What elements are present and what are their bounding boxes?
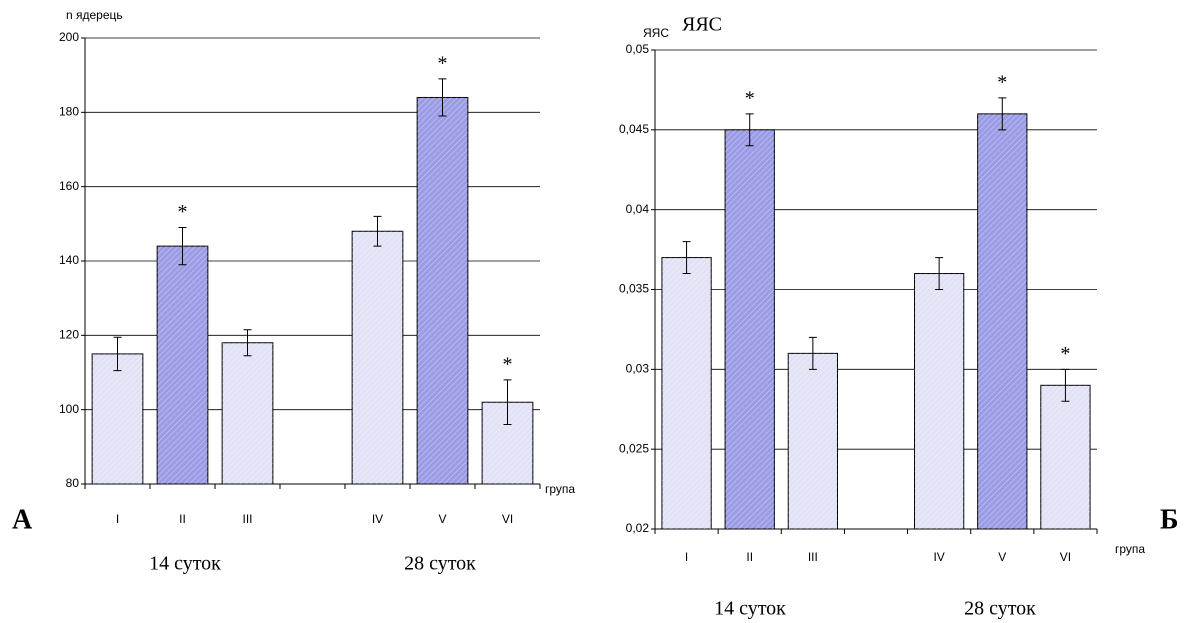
error-bar <box>373 215 382 247</box>
group-label: 14 суток <box>714 598 786 620</box>
panel-label: А <box>12 504 33 535</box>
error-bar <box>1061 368 1070 402</box>
significance-marker: * <box>997 71 1007 93</box>
y-tick-label: 0,025 <box>619 441 649 455</box>
y-tick-label: 100 <box>59 402 79 416</box>
x-tick-label: I <box>685 550 688 564</box>
bar-hatch <box>417 97 468 484</box>
y-tick-label: 0,035 <box>619 282 649 296</box>
y-tick-label: 140 <box>59 253 79 267</box>
bar-hatch <box>222 342 273 484</box>
y-tick-label: 80 <box>66 476 80 490</box>
error-bar <box>113 336 122 372</box>
x-tick-label: II <box>179 512 186 526</box>
x-axis-label: група <box>545 482 575 496</box>
error-bar <box>503 379 512 426</box>
x-tick-label: III <box>808 550 818 564</box>
error-bar <box>178 227 187 266</box>
significance-marker: * <box>1060 343 1070 365</box>
y-tick-label: 180 <box>59 105 79 119</box>
bar-hatch <box>352 231 403 484</box>
bar-hatch <box>1040 385 1091 529</box>
y-tick-label: 200 <box>59 30 79 44</box>
y-tick-label: 0,045 <box>619 122 649 136</box>
error-bar <box>935 257 944 290</box>
group-label: 28 суток <box>964 598 1036 620</box>
y-tick-label: 0,03 <box>626 362 650 376</box>
bar-hatch <box>92 353 143 484</box>
x-tick-label: I <box>116 512 119 526</box>
panel-label: Б <box>1160 504 1179 535</box>
y-tick-label: 160 <box>59 179 79 193</box>
significance-marker: * <box>438 52 448 74</box>
x-tick-label: V <box>998 550 1006 564</box>
x-tick-label: V <box>438 512 446 526</box>
significance-marker: * <box>745 87 755 109</box>
significance-marker: * <box>178 201 188 223</box>
group-label: 28 суток <box>404 553 476 575</box>
error-bar <box>243 329 252 357</box>
error-bar <box>682 241 691 275</box>
y-tick-label: 0,02 <box>626 521 650 535</box>
x-tick-label: IV <box>933 550 944 564</box>
x-tick-label: IV <box>372 512 383 526</box>
y-axis-label: ЯЯС <box>643 26 669 40</box>
x-tick-label: III <box>242 512 252 526</box>
error-bar <box>998 97 1007 131</box>
x-tick-label: VI <box>502 512 513 526</box>
significance-marker: * <box>503 354 513 376</box>
error-bar <box>808 336 817 370</box>
y-tick-label: 0,05 <box>626 42 650 56</box>
error-bar <box>745 113 754 147</box>
x-tick-label: II <box>746 550 753 564</box>
y-tick-label: 120 <box>59 328 79 342</box>
y-axis-label: n ядерець <box>66 8 123 22</box>
y-tick-label: 0,04 <box>626 202 650 216</box>
bar-hatch <box>788 353 838 529</box>
group-label: 14 суток <box>149 553 221 575</box>
chart-title: ЯЯС <box>682 14 722 36</box>
bar-hatch <box>977 113 1027 529</box>
x-tick-label: VI <box>1060 550 1071 564</box>
bar-hatch <box>661 257 712 529</box>
bar-hatch <box>914 273 964 529</box>
x-axis-label: група <box>1115 542 1145 556</box>
bar-hatch <box>157 246 208 484</box>
error-bar <box>438 78 447 117</box>
bar-hatch <box>725 129 775 530</box>
